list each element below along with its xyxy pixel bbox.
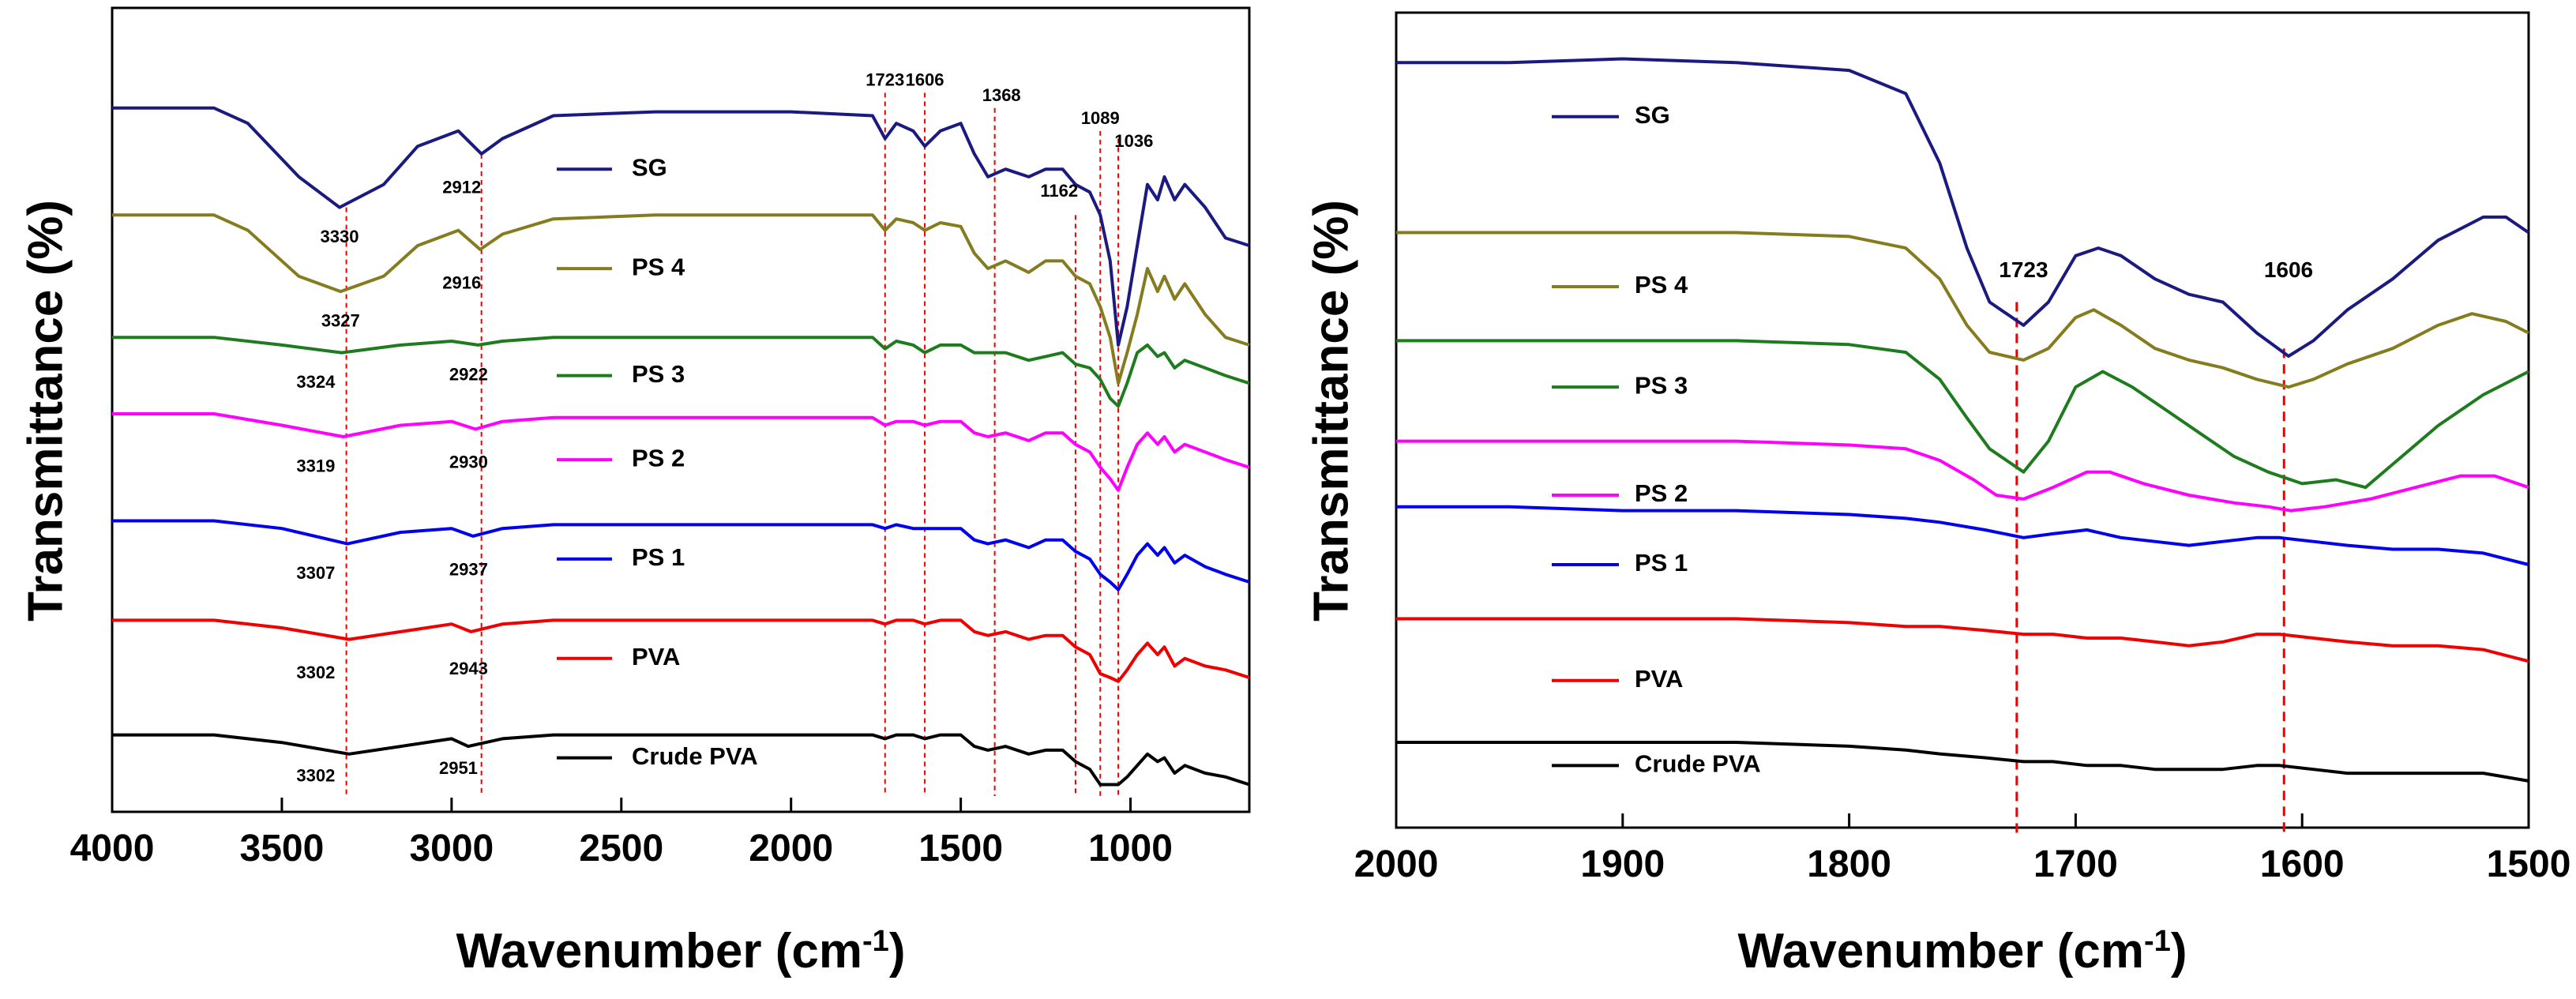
left-series-line-pva bbox=[112, 618, 1250, 683]
right-series-line-pva bbox=[1396, 617, 2529, 663]
right-legend-label-pva: PVA bbox=[1635, 665, 1683, 693]
left-series-group bbox=[112, 106, 1250, 787]
left-peak-label-18: 3302 bbox=[296, 766, 335, 786]
right-legend: SG PS 4 PS 3 PS 2 PS 1 PVA Crude PVA bbox=[1552, 101, 1761, 778]
left-series-line-ps-3 bbox=[112, 336, 1250, 408]
left-peak-label-6: 3330 bbox=[321, 227, 359, 246]
right-series-line-ps-4 bbox=[1396, 231, 2529, 389]
left-peak-label-4: 1036 bbox=[1114, 131, 1153, 151]
right-legend-label-sg: SG bbox=[1635, 101, 1670, 129]
right-legend-label-ps-3: PS 3 bbox=[1635, 371, 1688, 399]
left-peak-label-0: 1723 bbox=[866, 70, 904, 90]
left-x-tick-label-2000: 2000 bbox=[749, 828, 833, 869]
left-peak-label-2: 1368 bbox=[982, 85, 1021, 105]
left-x-tick-label-1000: 1000 bbox=[1088, 828, 1173, 869]
right-series-group bbox=[1396, 57, 2530, 783]
left-peak-label-5: 1162 bbox=[1040, 181, 1078, 201]
right-series-line-ps-1 bbox=[1396, 505, 2529, 566]
left-legend-label-ps-3: PS 3 bbox=[632, 360, 685, 388]
left-peak-label-15: 2937 bbox=[449, 559, 488, 579]
left-x-axis-title: Wavenumber (cm-1) bbox=[456, 924, 906, 978]
right-series-line-ps-3 bbox=[1396, 339, 2529, 490]
right-legend-label-ps-4: PS 4 bbox=[1635, 271, 1688, 299]
left-y-axis-title: Transmittance (%) bbox=[18, 200, 73, 622]
left-legend-label-pva: PVA bbox=[632, 643, 680, 670]
left-series-line-crude-pva bbox=[112, 733, 1250, 787]
left-x-axis: 4000 3500 3000 2500 2000 1500 1000 bbox=[70, 798, 1173, 869]
left-series-line-ps-1 bbox=[112, 519, 1250, 592]
right-series-line-sg bbox=[1396, 57, 2530, 358]
left-x-tick-label-4000: 4000 bbox=[70, 828, 155, 869]
left-legend-label-ps-2: PS 2 bbox=[632, 444, 685, 471]
left-reference-lines bbox=[345, 92, 1120, 796]
left-legend: SG PS 4 PS 3 PS 2 PS 1 PVA Crude PVA bbox=[557, 153, 758, 770]
right-x-tick-label-1900: 1900 bbox=[1580, 843, 1665, 885]
right-series-line-crude-pva bbox=[1396, 741, 2529, 783]
right-x-tick-label-1500: 1500 bbox=[2487, 843, 2571, 885]
left-peak-label-10: 3324 bbox=[296, 372, 336, 392]
right-x-tick-label-2000: 2000 bbox=[1354, 843, 1439, 885]
right-reference-lines bbox=[2015, 302, 2285, 836]
left-legend-label-ps-4: PS 4 bbox=[632, 253, 685, 280]
left-peak-label-14: 3307 bbox=[296, 563, 335, 583]
left-x-tick-label-2500: 2500 bbox=[579, 828, 663, 869]
right-peak-label-0: 1723 bbox=[1999, 257, 2048, 282]
left-legend-label-sg: SG bbox=[632, 153, 667, 181]
left-peak-label-19: 2951 bbox=[439, 758, 478, 778]
left-series-line-sg bbox=[112, 106, 1250, 347]
right-y-axis-title: Transmittance (%) bbox=[1304, 200, 1358, 622]
right-x-tick-label-1600: 1600 bbox=[2260, 843, 2345, 885]
left-peak-label-7: 2912 bbox=[442, 177, 481, 197]
left-x-tick-label-3500: 3500 bbox=[240, 828, 325, 869]
left-peak-label-17: 2943 bbox=[449, 659, 488, 678]
right-x-axis: 2000 1900 1800 1700 1600 1500 bbox=[1354, 813, 2571, 885]
left-peak-label-16: 3302 bbox=[296, 663, 335, 682]
right-legend-label-ps-2: PS 2 bbox=[1635, 479, 1688, 507]
left-peak-label-3: 1089 bbox=[1081, 108, 1120, 128]
left-peak-annotations: 1723 1606 1368 1089 1036 1162 3330 2912 3327 2916… bbox=[296, 70, 1153, 786]
right-x-tick-label-1700: 1700 bbox=[2033, 843, 2118, 885]
right-legend-label-crude-pva: Crude PVA bbox=[1635, 750, 1761, 778]
right-peak-annotations: 1723 1606 bbox=[1999, 257, 2313, 282]
left-peak-label-8: 3327 bbox=[321, 311, 360, 331]
left-legend-label-crude-pva: Crude PVA bbox=[632, 742, 758, 770]
left-peak-label-13: 2930 bbox=[449, 453, 488, 472]
left-legend-label-ps-1: PS 1 bbox=[632, 543, 685, 571]
left-peak-label-12: 3319 bbox=[296, 456, 335, 476]
left-series-line-ps-2 bbox=[112, 412, 1250, 492]
left-plot-frame bbox=[111, 6, 1251, 813]
left-peak-label-9: 2916 bbox=[442, 272, 481, 292]
right-x-tick-label-1800: 1800 bbox=[1807, 843, 1891, 885]
left-x-tick-label-3000: 3000 bbox=[409, 828, 494, 869]
right-legend-label-ps-1: PS 1 bbox=[1635, 549, 1688, 576]
right-series-line-ps-2 bbox=[1396, 439, 2529, 513]
right-x-axis-title: Wavenumber (cm-1) bbox=[1738, 924, 2187, 978]
right-plot-frame bbox=[1395, 11, 2530, 829]
left-peak-label-1: 1606 bbox=[906, 70, 944, 90]
left-x-tick-label-1500: 1500 bbox=[918, 828, 1003, 869]
left-series-line-ps-4 bbox=[112, 213, 1250, 385]
right-peak-label-1: 1606 bbox=[2264, 257, 2313, 282]
left-peak-label-11: 2922 bbox=[449, 364, 488, 384]
